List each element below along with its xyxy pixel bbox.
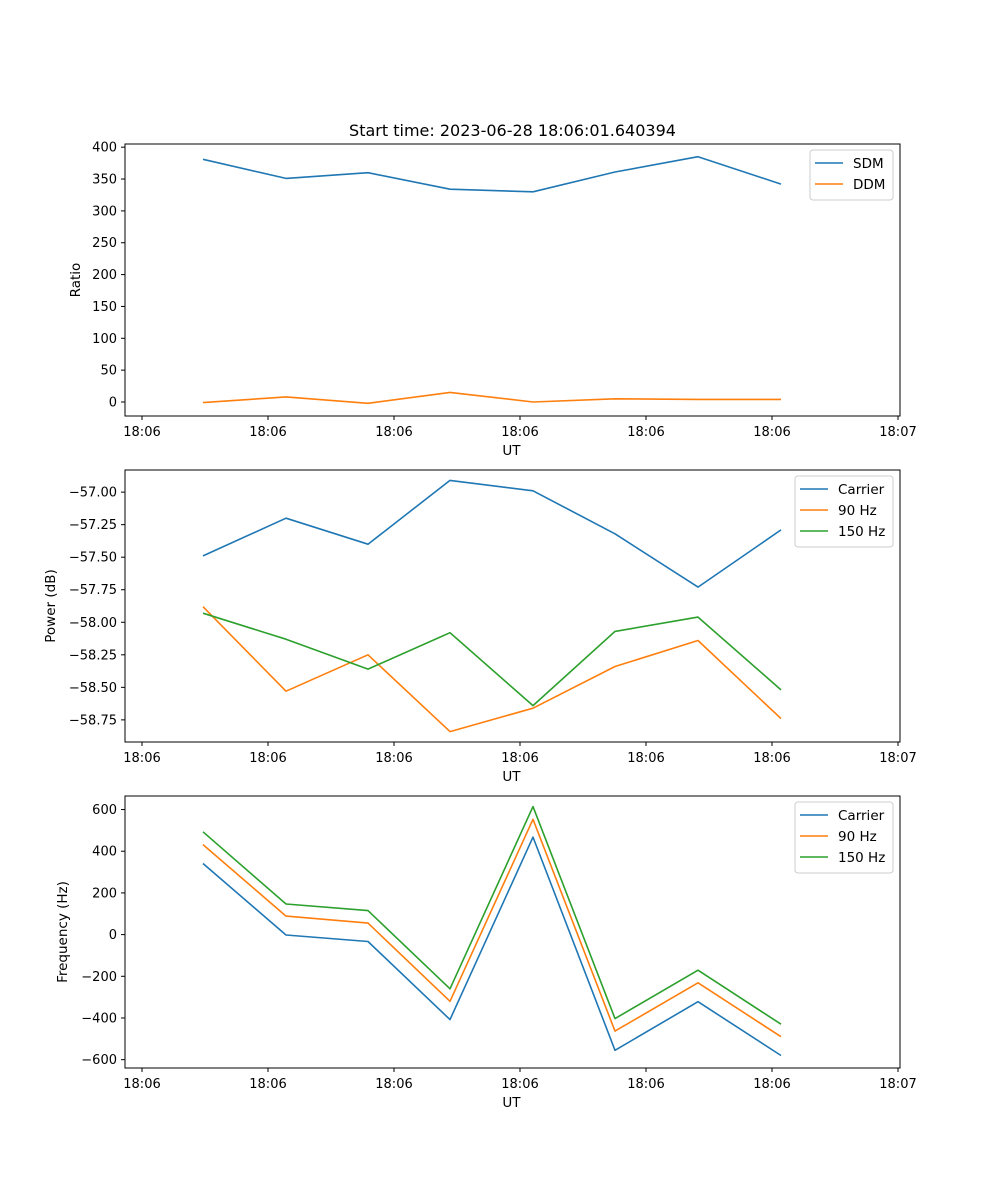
legend-label: Carrier [838,808,885,824]
x-tick-label: 18:06 [753,1077,790,1092]
y-tick-label: 600 [92,803,117,818]
y-axis-label: Frequency (Hz) [55,881,71,983]
chart-panel-3: 18:06 18:06 18:06 18:06 18:06 18:06 18:07 −600 −… [55,795,917,1111]
y-tick-label: 150 [92,300,117,315]
legend: Carrier 90 Hz 150 Hz [794,801,894,874]
y-tick-label: −57.00 [69,486,117,501]
y-tick-label: −57.75 [69,583,117,598]
legend-label: 150 Hz [838,524,885,540]
x-tick-label: 18:06 [249,425,286,440]
x-tick-label: 18:06 [375,1077,412,1092]
legend-label: Carrier [838,482,885,498]
x-tick-label: 18:06 [501,751,538,766]
y-tick-label: −58.25 [69,648,117,663]
series-line-sdm [202,155,782,193]
y-tick-label: −200 [81,970,117,985]
legend-box [794,475,894,548]
y-tick-label: 350 [92,173,117,188]
x-tick-label: 18:06 [753,425,790,440]
legend-label: 90 Hz [838,503,877,519]
x-tick-label: 18:06 [123,425,160,440]
series-line-carrier [202,479,782,588]
x-tick-label: 18:07 [879,1077,916,1092]
y-tick-label: 50 [100,364,117,379]
axes-frame [124,469,901,743]
legend-label: SDM [853,156,884,172]
y-tick-label: −57.50 [69,551,117,566]
legend-box [794,801,894,874]
y-tick-label: 400 [92,845,117,860]
y-axis-label: Power (dB) [43,569,59,642]
legend: Carrier 90 Hz 150 Hz [794,475,894,548]
y-tick-label: 0 [109,928,117,943]
series-line-90-hz [202,818,782,1038]
legend-label: 150 Hz [838,850,885,866]
y-tick-label: −58.50 [69,681,117,696]
series-line-90-hz [202,606,782,733]
chart-title: Start time: 2023-06-28 18:06:01.640394 [349,121,676,140]
y-tick-label: −600 [81,1053,117,1068]
x-tick-label: 18:07 [879,751,916,766]
x-tick-label: 18:06 [627,425,664,440]
x-tick-label: 18:07 [879,425,916,440]
y-tick-label: 400 [92,141,117,156]
y-tick-label: 200 [92,886,117,901]
x-axis-label: UT [502,769,521,785]
x-tick-label: 18:06 [123,1077,160,1092]
chart-panel-1: Start time: 2023-06-28 18:06:01.640394 18… [68,121,917,459]
axes-frame [124,795,901,1069]
y-axis-label: Ratio [68,263,84,298]
x-tick-label: 18:06 [375,751,412,766]
x-tick-label: 18:06 [249,1077,286,1092]
series-line-carrier [202,836,782,1057]
x-tick-label: 18:06 [753,751,790,766]
x-tick-label: 18:06 [501,1077,538,1092]
x-tick-label: 18:06 [501,425,538,440]
y-tick-label: −400 [81,1011,117,1026]
y-tick-label: 100 [92,332,117,347]
y-tick-label: 0 [109,395,117,410]
series-line-150-hz [202,612,782,707]
y-tick-label: −58.75 [69,713,117,728]
y-tick-label: −57.25 [69,518,117,533]
y-tick-label: 200 [92,268,117,283]
y-tick-label: 300 [92,204,117,219]
x-tick-label: 18:06 [375,425,412,440]
y-tick-label: −58.00 [69,616,117,631]
series-line-ddm [202,391,781,405]
legend-label: 90 Hz [838,829,877,845]
x-tick-label: 18:06 [627,1077,664,1092]
x-tick-label: 18:06 [123,751,160,766]
x-tick-label: 18:06 [627,751,664,766]
x-axis-label: UT [502,443,521,459]
y-tick-label: 250 [92,236,117,251]
legend-label: DDM [853,177,885,193]
legend: SDM DDM [809,149,894,201]
chart-panel-2: 18:06 18:06 18:06 18:06 18:06 18:06 18:07 −58.7… [43,469,917,785]
axes-frame [124,143,901,417]
x-axis-label: UT [502,1095,521,1111]
x-tick-label: 18:06 [249,751,286,766]
series-line-150-hz [202,805,782,1025]
